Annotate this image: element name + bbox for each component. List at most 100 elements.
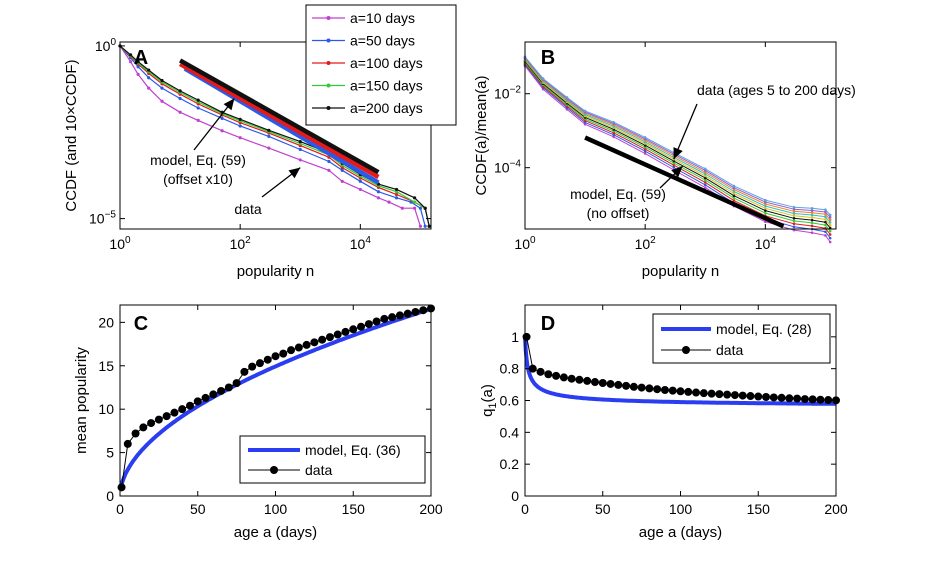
series-point xyxy=(400,206,404,210)
data-point xyxy=(559,373,568,382)
series-point xyxy=(196,98,200,102)
series-point xyxy=(394,190,399,194)
series-point xyxy=(810,209,814,212)
x-tick-label: 200 xyxy=(419,501,443,517)
x-tick-label: 100 xyxy=(109,235,131,252)
series-a-5 xyxy=(118,44,431,228)
data-point xyxy=(754,392,763,401)
series-point xyxy=(136,65,140,69)
series-point xyxy=(423,206,427,210)
x-axis-label: popularity n xyxy=(237,263,315,280)
legend-label: data xyxy=(716,342,743,358)
y-tick-label: 0.2 xyxy=(500,456,520,472)
series-point xyxy=(387,200,391,204)
x-tick-label: 50 xyxy=(190,501,206,517)
series-point xyxy=(828,215,832,219)
data-point xyxy=(637,383,646,392)
data-point xyxy=(715,390,724,399)
y-tick-label: 0.4 xyxy=(500,424,520,440)
series-line xyxy=(524,57,831,218)
series-point xyxy=(810,231,814,234)
data-point xyxy=(668,386,677,395)
legend-marker xyxy=(326,106,331,110)
legend-label: data xyxy=(305,462,332,478)
model-line xyxy=(523,336,838,406)
series-point xyxy=(810,211,814,214)
series-point xyxy=(327,159,331,164)
panel-a-frame xyxy=(119,41,432,230)
y-tick-label: 10−2 xyxy=(494,85,521,102)
x-tick-label: 102 xyxy=(230,235,252,252)
legend-marker xyxy=(326,38,331,43)
model-line xyxy=(118,307,431,489)
series-line xyxy=(524,59,831,226)
x-tick-label: 0 xyxy=(116,501,124,517)
series-point xyxy=(732,192,736,195)
series-point xyxy=(828,229,832,233)
data-point xyxy=(816,395,825,404)
legend-marker xyxy=(326,83,331,88)
series-point xyxy=(703,172,707,176)
series-point xyxy=(764,202,767,206)
x-tick-label: 100 xyxy=(514,235,536,252)
data-point xyxy=(255,359,264,368)
series-point xyxy=(565,96,569,99)
data-point xyxy=(699,389,708,398)
y-axis-label: CCDF(a)/mean(a) xyxy=(473,75,490,195)
y-tick-label: 0 xyxy=(511,488,519,504)
x-tick-label: 150 xyxy=(342,501,366,517)
series-point xyxy=(810,224,814,228)
series-point xyxy=(732,199,736,202)
data-point xyxy=(193,397,202,406)
y-tick-label: 10−4 xyxy=(494,159,521,176)
series-point xyxy=(612,135,616,139)
panel-c: 0 50 100 150 200 0 5 10 15 20 age a (days) mean pop… xyxy=(73,304,443,541)
series-point xyxy=(298,158,302,162)
annotation-arrow xyxy=(659,165,684,189)
series-line xyxy=(524,65,831,243)
series-point xyxy=(828,223,832,227)
series-point xyxy=(732,196,736,200)
series-line xyxy=(524,60,831,229)
legend-label: model, Eq. (28) xyxy=(716,321,812,337)
data-point xyxy=(333,330,342,339)
series-point xyxy=(810,207,814,210)
series-point xyxy=(160,86,164,90)
series-point xyxy=(764,220,767,224)
data-point xyxy=(583,376,592,385)
series-point xyxy=(541,77,545,80)
legend-box xyxy=(239,435,426,484)
data-point xyxy=(777,393,786,402)
data-point xyxy=(131,429,140,438)
series-point xyxy=(178,96,182,101)
y-axis-label: q1(a) xyxy=(479,384,499,417)
series-point xyxy=(358,187,362,192)
legend-c: model, Eq. (36) data xyxy=(239,435,426,484)
series-point xyxy=(764,211,767,215)
series-line xyxy=(524,56,831,216)
series-point xyxy=(612,120,616,124)
series-point xyxy=(412,196,417,200)
series-a-2 xyxy=(118,44,427,228)
series-point xyxy=(828,218,832,222)
data-point xyxy=(395,311,404,320)
series-point xyxy=(792,219,796,223)
model-line xyxy=(584,135,785,229)
series-point xyxy=(394,187,399,192)
panel-d-plot xyxy=(522,332,840,406)
panel-letter: B xyxy=(541,47,555,69)
legend-box xyxy=(652,313,831,364)
data-point xyxy=(123,439,132,448)
data-point xyxy=(403,309,412,318)
series-point xyxy=(643,149,647,153)
series-point xyxy=(732,188,736,191)
series-line xyxy=(524,58,831,221)
series-point xyxy=(196,106,200,110)
series-point xyxy=(792,207,796,211)
series-point xyxy=(267,146,271,150)
data-point xyxy=(364,320,373,329)
data-point xyxy=(341,327,350,336)
series-point xyxy=(376,196,381,200)
series-point xyxy=(358,179,362,183)
series-point xyxy=(423,224,427,228)
